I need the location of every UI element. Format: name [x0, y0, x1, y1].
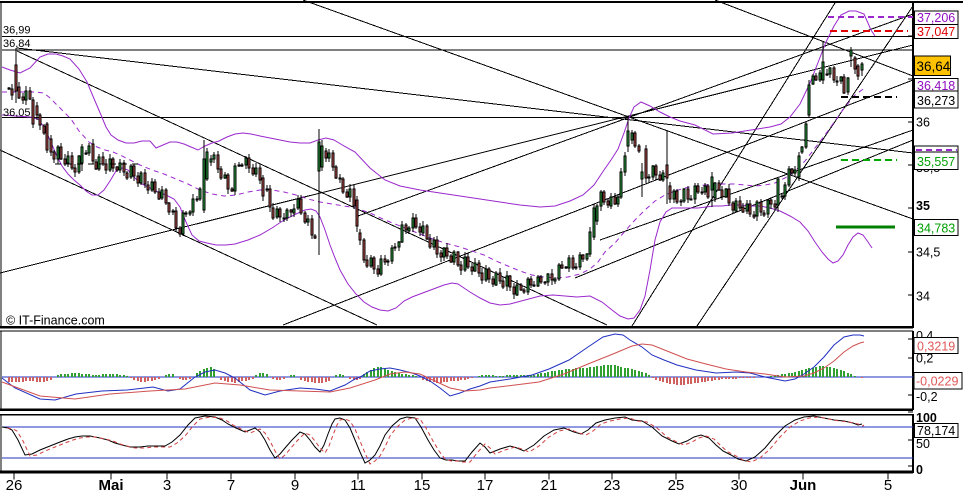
- svg-text:37,047: 37,047: [917, 25, 955, 39]
- svg-text:36: 36: [916, 116, 930, 130]
- svg-text:36,418: 36,418: [917, 79, 955, 93]
- svg-text:15: 15: [414, 477, 431, 493]
- svg-text:36,99: 36,99: [3, 25, 31, 37]
- svg-text:26: 26: [6, 477, 23, 493]
- svg-text:35,557: 35,557: [917, 155, 955, 169]
- svg-text:23: 23: [604, 477, 621, 493]
- svg-text:21: 21: [541, 477, 558, 493]
- svg-text:100: 100: [916, 411, 937, 425]
- svg-text:37,206: 37,206: [917, 11, 955, 25]
- svg-text:-0,0229: -0,0229: [916, 375, 958, 389]
- svg-text:34: 34: [916, 290, 930, 304]
- svg-text:25: 25: [668, 477, 685, 493]
- svg-text:36,05: 36,05: [3, 107, 31, 119]
- svg-text:Mai: Mai: [98, 477, 123, 493]
- svg-text:0,3219: 0,3219: [917, 340, 955, 354]
- svg-text:7: 7: [227, 477, 235, 493]
- svg-text:9: 9: [291, 477, 299, 493]
- svg-text:0,2: 0,2: [916, 352, 933, 366]
- svg-text:11: 11: [350, 477, 366, 493]
- svg-text:34,783: 34,783: [917, 222, 955, 236]
- svg-text:36,84: 36,84: [3, 38, 31, 50]
- svg-text:0: 0: [916, 463, 923, 477]
- svg-text:3: 3: [163, 477, 171, 493]
- svg-text:35: 35: [916, 199, 930, 213]
- svg-text:Jun: Jun: [790, 477, 817, 493]
- svg-text:78,174: 78,174: [917, 424, 955, 438]
- svg-text:36,273: 36,273: [917, 94, 955, 108]
- svg-text:-0,2: -0,2: [916, 390, 938, 404]
- svg-text:30: 30: [731, 477, 748, 493]
- svg-text:36,64: 36,64: [917, 59, 951, 74]
- svg-text:5: 5: [884, 477, 892, 493]
- svg-text:34,5: 34,5: [916, 246, 940, 260]
- svg-text:© IT-Finance.com: © IT-Finance.com: [6, 314, 105, 328]
- svg-text:17: 17: [477, 477, 494, 493]
- svg-text:50: 50: [916, 437, 930, 451]
